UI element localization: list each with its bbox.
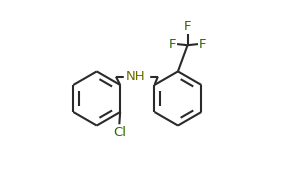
Text: F: F	[199, 38, 206, 51]
Text: F: F	[184, 20, 191, 33]
Text: F: F	[169, 38, 176, 51]
Text: Cl: Cl	[113, 126, 126, 139]
Text: NH: NH	[126, 70, 146, 83]
